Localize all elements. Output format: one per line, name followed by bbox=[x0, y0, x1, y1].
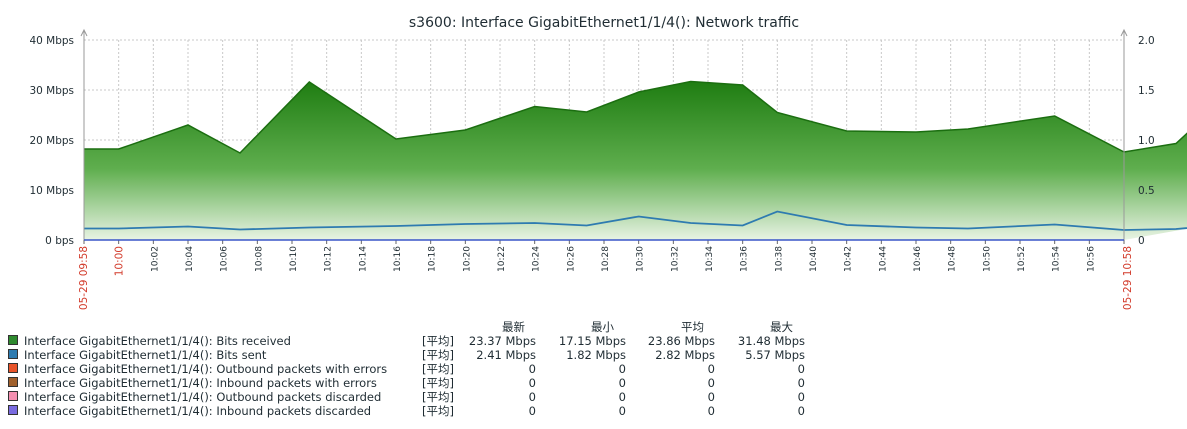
legend-function-tag: [平均] bbox=[422, 404, 454, 418]
legend-value-last: 0 bbox=[528, 362, 536, 376]
legend-value-last: 2.41 Mbps bbox=[476, 348, 536, 362]
legend-label: Interface GigabitEthernet1/1/4(): Outbou… bbox=[24, 362, 388, 376]
legend-value-min: 0 bbox=[618, 390, 626, 404]
legend-header-avg: 平均 bbox=[681, 320, 704, 334]
y-axis-left-arrow-icon bbox=[80, 28, 88, 37]
series-bits-received-line bbox=[84, 80, 1187, 154]
x-tick-label: 10:08 bbox=[254, 246, 264, 272]
x-label-start: 05-29 09:58 bbox=[78, 246, 90, 310]
legend-label: Interface GigabitEthernet1/1/4(): Bits r… bbox=[24, 334, 291, 348]
legend-value-min: 1.82 Mbps bbox=[566, 348, 626, 362]
legend-label: Interface GigabitEthernet1/1/4(): Bits s… bbox=[24, 348, 267, 362]
legend-swatch bbox=[8, 363, 18, 373]
legend-swatch bbox=[8, 349, 18, 359]
y-axis-right-arrow-icon bbox=[1120, 28, 1128, 37]
x-tick-label: 10:26 bbox=[566, 246, 576, 272]
legend-header-last: 最新 bbox=[502, 320, 525, 334]
x-tick-label: 10:16 bbox=[393, 246, 403, 272]
legend-value-min: 0 bbox=[618, 376, 626, 390]
x-tick-label: 10:28 bbox=[601, 246, 611, 272]
legend-value-avg: 0 bbox=[707, 362, 715, 376]
legend-value-min: 17.15 Mbps bbox=[558, 334, 626, 348]
legend-value-min: 0 bbox=[618, 362, 626, 376]
series-bits-received-area bbox=[84, 81, 1187, 240]
legend-value-avg: 2.82 Mbps bbox=[655, 348, 715, 362]
x-tick-label: 10:50 bbox=[982, 246, 992, 272]
legend-value-max: 0 bbox=[797, 362, 805, 376]
y-tick-left-label: 40 Mbps bbox=[29, 35, 74, 47]
legend-function-tag: [平均] bbox=[422, 390, 454, 404]
x-tick-label: 10:22 bbox=[497, 246, 507, 272]
x-tick-label: 10:30 bbox=[636, 246, 646, 272]
legend-label: Interface GigabitEthernet1/1/4(): Outbou… bbox=[24, 390, 382, 404]
y-tick-right-label: 0.5 bbox=[1138, 185, 1155, 197]
x-tick-label: 10:54 bbox=[1052, 246, 1062, 272]
legend-value-max: 0 bbox=[797, 376, 805, 390]
x-tick-label: 10:32 bbox=[670, 246, 680, 272]
legend-value-avg: 0 bbox=[707, 404, 715, 418]
legend-function-tag: [平均] bbox=[422, 334, 454, 348]
legend-swatch bbox=[8, 405, 18, 415]
x-tick-label: 10:52 bbox=[1017, 246, 1027, 272]
x-tick-label: 10:38 bbox=[774, 246, 784, 272]
chart-title: s3600: Interface GigabitEthernet1/1/4():… bbox=[409, 15, 799, 31]
y-tick-left-label: 30 Mbps bbox=[29, 85, 74, 97]
legend-value-avg: 0 bbox=[707, 390, 715, 404]
x-tick-label: 10:00 bbox=[114, 246, 126, 276]
x-tick-label: 10:12 bbox=[324, 246, 334, 272]
y-tick-right-label: 1.0 bbox=[1138, 135, 1155, 147]
legend-value-max: 0 bbox=[797, 404, 805, 418]
legend-value-min: 0 bbox=[618, 404, 626, 418]
series-bits-sent-line bbox=[84, 210, 1187, 231]
legend-function-tag: [平均] bbox=[422, 376, 454, 390]
x-tick-label: 10:36 bbox=[740, 246, 750, 272]
x-tick-label: 10:48 bbox=[948, 246, 958, 272]
x-tick-label: 10:24 bbox=[532, 246, 542, 272]
x-tick-label: 10:34 bbox=[705, 246, 715, 272]
x-tick-label: 10:18 bbox=[428, 246, 438, 272]
y-tick-right-label: 1.5 bbox=[1138, 85, 1155, 97]
x-tick-label: 10:56 bbox=[1086, 246, 1096, 272]
legend-value-max: 0 bbox=[797, 390, 805, 404]
x-tick-label: 10:02 bbox=[150, 246, 160, 272]
x-tick-label: 10:20 bbox=[462, 246, 472, 272]
legend-swatch bbox=[8, 391, 18, 401]
legend-label: Interface GigabitEthernet1/1/4(): Inboun… bbox=[24, 404, 372, 418]
legend-swatch bbox=[8, 377, 18, 387]
legend-function-tag: [平均] bbox=[422, 348, 454, 362]
x-tick-label: 10:10 bbox=[289, 246, 299, 272]
legend-header-max: 最大 bbox=[770, 320, 793, 334]
x-tick-label: 10:40 bbox=[809, 246, 819, 272]
x-tick-label: 10:46 bbox=[913, 246, 923, 272]
legend-label: Interface GigabitEthernet1/1/4(): Inboun… bbox=[24, 376, 377, 390]
x-tick-label: 10:06 bbox=[220, 246, 230, 272]
x-label-end: 05-29 10:58 bbox=[1122, 246, 1134, 310]
x-tick-label: 10:44 bbox=[878, 246, 888, 272]
legend-value-last: 0 bbox=[528, 376, 536, 390]
x-tick-label: 10:42 bbox=[844, 246, 854, 272]
x-tick-label: 10:04 bbox=[185, 246, 195, 272]
legend-value-avg: 23.86 Mbps bbox=[647, 334, 715, 348]
legend-value-last: 23.37 Mbps bbox=[468, 334, 536, 348]
legend-swatch bbox=[8, 335, 18, 345]
legend-value-last: 0 bbox=[528, 404, 536, 418]
legend-function-tag: [平均] bbox=[422, 362, 454, 376]
legend-value-avg: 0 bbox=[707, 376, 715, 390]
legend-value-last: 0 bbox=[528, 390, 536, 404]
y-tick-left-label: 10 Mbps bbox=[29, 185, 74, 197]
legend-header-min: 最小 bbox=[591, 320, 614, 334]
y-tick-left-label: 0 bps bbox=[45, 235, 74, 247]
legend-value-max: 31.48 Mbps bbox=[737, 334, 805, 348]
y-tick-left-label: 20 Mbps bbox=[29, 135, 74, 147]
y-tick-right-label: 2.0 bbox=[1138, 35, 1155, 47]
legend-value-max: 5.57 Mbps bbox=[745, 348, 805, 362]
x-tick-label: 10:14 bbox=[358, 246, 368, 272]
y-tick-right-label: 0 bbox=[1138, 235, 1145, 247]
